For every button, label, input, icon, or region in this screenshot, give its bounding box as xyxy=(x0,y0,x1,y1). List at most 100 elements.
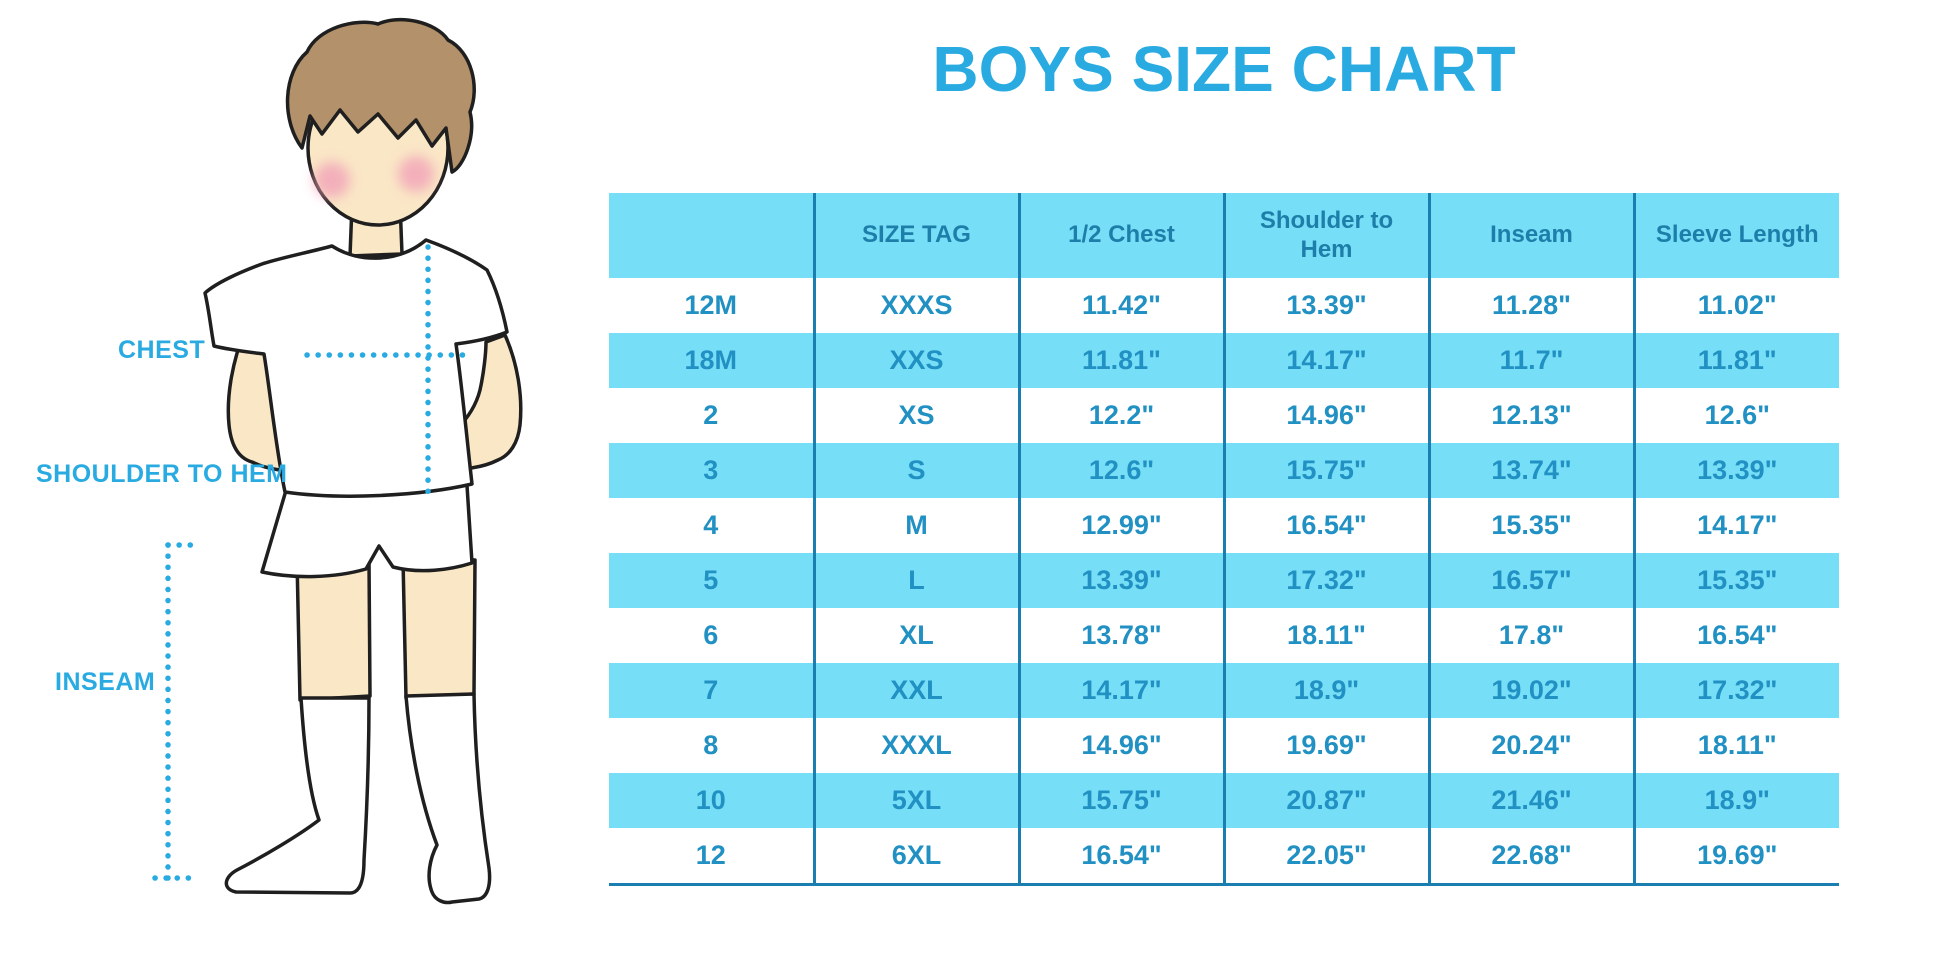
t-shirt xyxy=(203,238,509,498)
table-cell: 6XL xyxy=(812,828,1019,885)
table-cell: S xyxy=(812,443,1019,498)
column-header: Shoulder to Hem xyxy=(1222,193,1429,278)
table-cell: 16.54" xyxy=(1222,498,1429,553)
left-sock xyxy=(224,696,371,895)
table-row: 12 6XL 16.54" 22.05" 22.68" 19.69" xyxy=(609,828,1839,885)
table-cell: XXS xyxy=(812,333,1019,388)
table-cell: XL xyxy=(812,608,1019,663)
table-cell: XXXS xyxy=(812,278,1019,333)
table-cell: 11.42" xyxy=(1017,278,1224,333)
table-cell: 2 xyxy=(703,400,719,430)
table-cell: 8 xyxy=(703,730,719,760)
table-cell: 19.69" xyxy=(1222,718,1429,773)
table-cell: 11.81" xyxy=(1017,333,1224,388)
table-cell: 18.9" xyxy=(1632,773,1839,828)
table-cell: 15.35" xyxy=(1632,553,1839,608)
table-row: 6 XL 13.78" 18.11" 17.8" 16.54" xyxy=(609,608,1839,663)
table-row: 7 XXL 14.17" 18.9" 19.02" 17.32" xyxy=(609,663,1839,718)
left-thigh xyxy=(295,558,372,702)
table-cell: 14.17" xyxy=(1222,333,1429,388)
table-cell: 12M xyxy=(684,290,738,320)
chest-label: CHEST xyxy=(118,336,206,364)
right-sock xyxy=(404,692,492,905)
table-cell: 13.74" xyxy=(1427,443,1634,498)
table-cell: XXL xyxy=(812,663,1019,718)
table-cell: 10 xyxy=(609,773,814,828)
table-cell: 15.75" xyxy=(1017,773,1224,828)
table-row: 3 S 12.6" 15.75" 13.74" 13.39" xyxy=(609,443,1839,498)
table-row: 18M XXS 11.81" 14.17" 11.7" 11.81" xyxy=(609,333,1839,388)
table-cell: 12.99" xyxy=(1017,498,1224,553)
column-header: SIZE TAG xyxy=(812,193,1019,278)
table-cell: 12 xyxy=(695,840,726,870)
boy-figure-illustration xyxy=(152,17,523,905)
size-table-header: SIZE TAG 1/2 Chest Shoulder to Hem Inseam Sl… xyxy=(609,193,1839,278)
table-cell: 16.57" xyxy=(1427,553,1634,608)
table-cell: 11.81" xyxy=(1632,333,1839,388)
table-cell: 16.54" xyxy=(1632,608,1839,663)
inseam-label: INSEAM xyxy=(55,668,156,696)
table-cell: 5 xyxy=(609,553,814,608)
table-cell: 13.39" xyxy=(1017,553,1224,608)
right-thigh xyxy=(401,558,477,700)
table-cell: 11.02" xyxy=(1632,278,1839,333)
table-cell: 18.11" xyxy=(1632,718,1839,773)
table-cell: 14.96" xyxy=(1017,718,1224,773)
table-cell: 14.96" xyxy=(1222,388,1429,443)
right-cheek xyxy=(398,156,434,192)
table-cell: 15.35" xyxy=(1427,498,1634,553)
column-header xyxy=(609,193,814,278)
column-header: Sleeve Length xyxy=(1632,193,1839,278)
size-table-body: 12M XXXS 11.42" 13.39" 11.28" 11.02" 18M XXS 11.… xyxy=(609,278,1839,885)
table-cell: 4 xyxy=(703,510,719,540)
table-row: 8 XXXL 14.96" 19.69" 20.24" 18.11" xyxy=(609,718,1839,773)
right-arm xyxy=(450,333,523,471)
table-cell: 20.87" xyxy=(1222,773,1429,828)
table-cell: L xyxy=(812,553,1019,608)
table-cell: 3 xyxy=(609,443,814,498)
table-cell: 18.11" xyxy=(1222,608,1429,663)
table-cell: 12.6" xyxy=(1632,388,1839,443)
table-cell: 15.75" xyxy=(1222,443,1429,498)
table-row: 2 XS 12.2" 14.96" 12.13" 12.6" xyxy=(609,388,1839,443)
hair xyxy=(285,17,476,174)
size-table: SIZE TAG 1/2 Chest Shoulder to Hem Inseam Sl… xyxy=(609,193,1839,886)
table-cell: 12.13" xyxy=(1427,388,1634,443)
shoulder-to-hem-label: SHOULDER TO HEM xyxy=(36,460,288,488)
table-cell: 5XL xyxy=(812,773,1019,828)
page-title: BOYS SIZE CHART xyxy=(932,33,1516,105)
table-row: 12M XXXS 11.42" 13.39" 11.28" 11.02" xyxy=(609,278,1839,333)
table-cell: XS xyxy=(812,388,1019,443)
column-header: Inseam xyxy=(1427,193,1634,278)
table-cell: 17.8" xyxy=(1427,608,1634,663)
table-cell: 14.17" xyxy=(1632,498,1839,553)
table-cell: 11.7" xyxy=(1427,333,1634,388)
size-table-head-row: SIZE TAG 1/2 Chest Shoulder to Hem Inseam Sl… xyxy=(609,193,1839,278)
table-cell: XXXL xyxy=(812,718,1019,773)
table-cell: 19.69" xyxy=(1632,828,1839,885)
table-cell: 18.9" xyxy=(1222,663,1429,718)
table-cell: 11.28" xyxy=(1427,278,1634,333)
table-cell: 18M xyxy=(609,333,814,388)
table-cell: 16.54" xyxy=(1017,828,1224,885)
table-cell: 13.39" xyxy=(1632,443,1839,498)
table-cell: 7 xyxy=(609,663,814,718)
table-cell: 22.68" xyxy=(1427,828,1634,885)
table-cell: 17.32" xyxy=(1632,663,1839,718)
table-cell: 12.2" xyxy=(1017,388,1224,443)
table-cell: 13.39" xyxy=(1222,278,1429,333)
table-cell: 19.02" xyxy=(1427,663,1634,718)
table-cell: 17.32" xyxy=(1222,553,1429,608)
table-row: 10 5XL 15.75" 20.87" 21.46" 18.9" xyxy=(609,773,1839,828)
table-row: 4 M 12.99" 16.54" 15.35" 14.17" xyxy=(609,498,1839,553)
column-header: 1/2 Chest xyxy=(1017,193,1224,278)
table-cell: 21.46" xyxy=(1427,773,1634,828)
table-cell: M xyxy=(812,498,1019,553)
table-cell: 13.78" xyxy=(1017,608,1224,663)
table-cell: 20.24" xyxy=(1427,718,1634,773)
table-row: 5 L 13.39" 17.32" 16.57" 15.35" xyxy=(609,553,1839,608)
left-cheek xyxy=(314,162,350,198)
table-cell: 22.05" xyxy=(1222,828,1429,885)
table-cell: 6 xyxy=(703,620,719,650)
